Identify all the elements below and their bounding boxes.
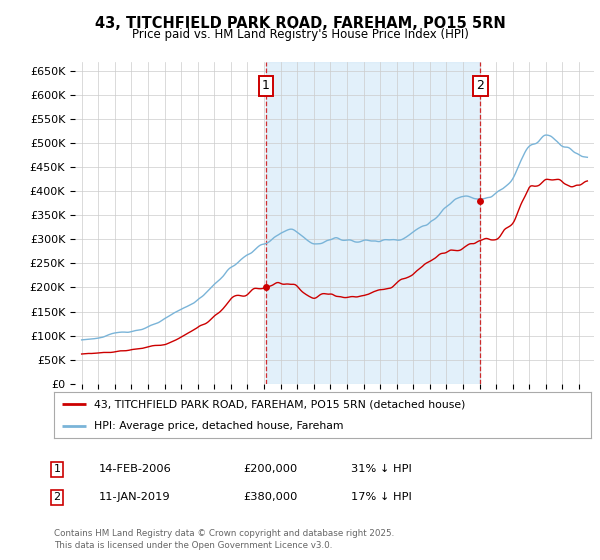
Text: £380,000: £380,000 (243, 492, 298, 502)
Text: 11-JAN-2019: 11-JAN-2019 (99, 492, 170, 502)
Text: HPI: Average price, detached house, Fareham: HPI: Average price, detached house, Fare… (94, 421, 344, 431)
Text: 31% ↓ HPI: 31% ↓ HPI (351, 464, 412, 474)
Text: 43, TITCHFIELD PARK ROAD, FAREHAM, PO15 5RN: 43, TITCHFIELD PARK ROAD, FAREHAM, PO15 … (95, 16, 505, 31)
Text: 14-FEB-2006: 14-FEB-2006 (99, 464, 172, 474)
Text: Price paid vs. HM Land Registry's House Price Index (HPI): Price paid vs. HM Land Registry's House … (131, 28, 469, 41)
Text: 43, TITCHFIELD PARK ROAD, FAREHAM, PO15 5RN (detached house): 43, TITCHFIELD PARK ROAD, FAREHAM, PO15 … (94, 399, 466, 409)
Text: 1: 1 (53, 464, 61, 474)
Text: 1: 1 (262, 79, 270, 92)
Text: 2: 2 (53, 492, 61, 502)
Text: 17% ↓ HPI: 17% ↓ HPI (351, 492, 412, 502)
Text: £200,000: £200,000 (243, 464, 297, 474)
Bar (266, 62, 480, 384)
Text: 2: 2 (476, 79, 484, 92)
Text: Contains HM Land Registry data © Crown copyright and database right 2025.
This d: Contains HM Land Registry data © Crown c… (54, 529, 394, 550)
